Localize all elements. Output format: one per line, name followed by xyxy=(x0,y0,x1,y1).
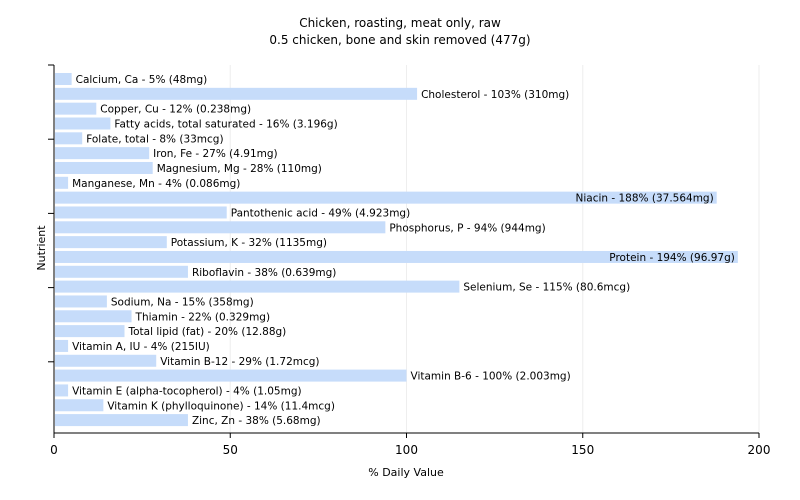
bar xyxy=(55,132,83,145)
bar xyxy=(55,399,104,412)
bar xyxy=(55,206,227,219)
bar xyxy=(55,280,460,293)
bar xyxy=(55,236,167,249)
x-tick-label: 0 xyxy=(50,443,58,457)
bar xyxy=(55,147,150,160)
bar-label: Fatty acids, total saturated - 16% (3.19… xyxy=(114,118,337,130)
bar xyxy=(55,265,188,278)
bar xyxy=(55,339,69,352)
bar-label: Calcium, Ca - 5% (48mg) xyxy=(76,74,208,86)
y-axis-title: Nutrient xyxy=(35,225,48,271)
x-axis-title: % Daily Value xyxy=(368,466,444,479)
bar-label: Thiamin - 22% (0.329mg) xyxy=(135,311,271,323)
chart-title: Chicken, roasting, meat only, raw xyxy=(299,16,501,30)
bar xyxy=(55,295,107,308)
x-tick-label: 200 xyxy=(748,443,771,457)
bar xyxy=(55,176,69,189)
bar xyxy=(55,384,69,397)
bar-label: Vitamin K (phylloquinone) - 14% (11.4mcg… xyxy=(107,400,335,412)
bar xyxy=(55,191,717,204)
x-tick-label: 50 xyxy=(223,443,238,457)
axes: 0 50 100 150 200 xyxy=(48,64,771,457)
bar xyxy=(55,250,738,263)
bar-label: Copper, Cu - 12% (0.238mg) xyxy=(100,104,251,116)
bar-label: Vitamin E (alpha-tocopherol) - 4% (1.05m… xyxy=(72,385,302,397)
bar-label: Selenium, Se - 115% (80.6mcg) xyxy=(463,282,630,294)
bar-label: Riboflavin - 38% (0.639mg) xyxy=(192,267,336,279)
bar xyxy=(55,369,407,382)
bar xyxy=(55,414,188,427)
bar-label: Total lipid (fat) - 20% (12.88g) xyxy=(128,326,287,338)
bar-label: Protein - 194% (96.97g) xyxy=(609,252,735,264)
bar-label: Magnesium, Mg - 28% (110mg) xyxy=(157,163,322,175)
bar-label: Folate, total - 8% (33mcg) xyxy=(86,133,223,145)
bar xyxy=(55,325,125,338)
bar xyxy=(55,73,72,85)
bar xyxy=(55,102,97,115)
bar-label: Manganese, Mn - 4% (0.086mg) xyxy=(72,178,240,190)
bar xyxy=(55,117,111,130)
bar-label: Cholesterol - 103% (310mg) xyxy=(421,89,569,101)
bar-label: Sodium, Na - 15% (358mg) xyxy=(111,296,254,308)
bar-label: Pantothenic acid - 49% (4.923mg) xyxy=(231,207,410,219)
bar-label: Phosphorus, P - 94% (944mg) xyxy=(389,222,545,234)
x-tick-label: 150 xyxy=(571,443,594,457)
chart-subtitle: 0.5 chicken, bone and skin removed (477g… xyxy=(269,33,530,47)
bar-label: Vitamin B-12 - 29% (1.72mcg) xyxy=(160,356,319,368)
bar xyxy=(55,87,418,100)
bar-label: Iron, Fe - 27% (4.91mg) xyxy=(153,148,277,160)
bar-label: Zinc, Zn - 38% (5.68mg) xyxy=(192,415,321,427)
bar-label: Vitamin B-6 - 100% (2.003mg) xyxy=(411,371,571,383)
bar xyxy=(55,310,132,323)
bar xyxy=(55,354,157,367)
bar xyxy=(55,221,386,234)
x-tick-label: 100 xyxy=(395,443,418,457)
bar-label: Vitamin A, IU - 4% (215IU) xyxy=(72,341,210,353)
bars: Calcium, Ca - 5% (48mg) Cholesterol - 103… xyxy=(55,73,738,427)
bar xyxy=(55,161,153,174)
bar-label: Potassium, K - 32% (1135mg) xyxy=(171,237,327,249)
bar-label: Niacin - 188% (37.564mg) xyxy=(575,193,713,205)
